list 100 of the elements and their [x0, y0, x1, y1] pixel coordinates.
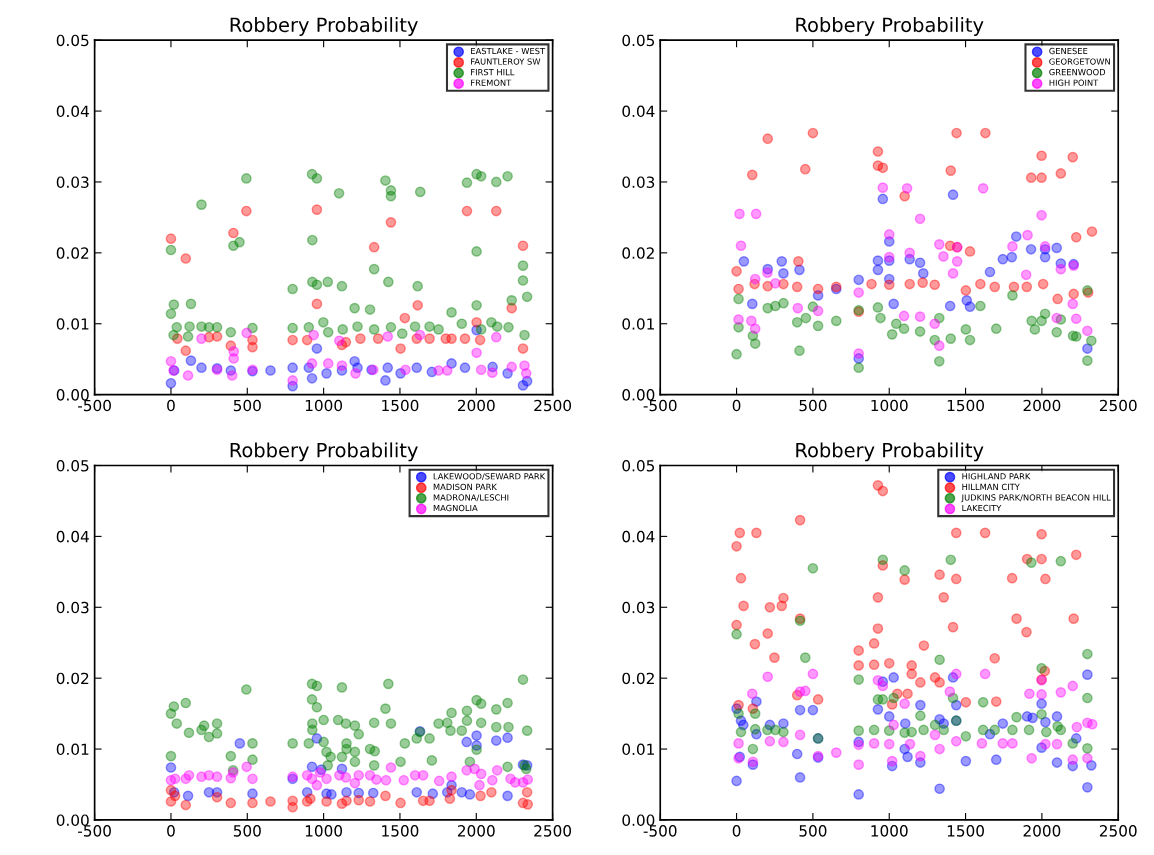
point: [247, 797, 258, 809]
x-tick-label: 500: [233, 399, 261, 412]
y-tick-label: 0.00: [56, 814, 89, 826]
point: [917, 277, 929, 288]
point: [1036, 689, 1047, 700]
legend-label: GREENWOOD: [1049, 68, 1106, 76]
point: [1007, 241, 1018, 252]
legend-label: FREMONT: [471, 79, 512, 86]
point: [950, 527, 962, 539]
point: [934, 677, 945, 688]
point: [400, 364, 411, 376]
point: [945, 165, 957, 176]
point: [964, 301, 976, 313]
point: [1036, 528, 1047, 540]
point: [794, 704, 806, 716]
chart-title: Robbery Probability: [230, 17, 418, 36]
point: [749, 323, 761, 335]
point: [964, 246, 976, 257]
point: [950, 668, 962, 680]
point: [960, 755, 972, 767]
point: [321, 796, 332, 807]
point: [1082, 692, 1093, 704]
point: [341, 795, 352, 807]
point: [1025, 172, 1037, 184]
point: [372, 333, 384, 344]
point: [749, 638, 761, 650]
point: [1070, 231, 1082, 243]
point: [915, 677, 926, 688]
point: [1086, 718, 1098, 730]
chart-title: Robbery Probability: [796, 17, 984, 36]
point: [444, 793, 456, 805]
point: [764, 601, 776, 613]
point: [1051, 711, 1063, 722]
point: [446, 333, 457, 344]
point: [380, 774, 392, 786]
point: [960, 696, 972, 708]
point: [336, 360, 348, 371]
point: [183, 769, 195, 781]
point: [989, 724, 1001, 736]
point: [311, 204, 323, 215]
point: [883, 279, 895, 291]
point: [933, 340, 945, 352]
point: [794, 514, 806, 526]
point: [898, 323, 910, 335]
point: [733, 283, 744, 295]
point: [812, 283, 824, 295]
point: [975, 278, 986, 290]
point: [1040, 738, 1051, 750]
point: [211, 771, 223, 783]
x-tick-label: 0: [732, 399, 741, 412]
point: [475, 768, 487, 780]
x-tick-label: 2500: [1099, 825, 1137, 837]
point: [906, 660, 918, 671]
point: [1037, 278, 1049, 290]
point: [914, 257, 926, 269]
point: [385, 217, 397, 228]
point: [794, 345, 805, 357]
point: [883, 657, 895, 669]
x-tick-label: 1000: [871, 399, 908, 412]
chart-title: Robbery Probability: [230, 442, 418, 462]
point: [749, 273, 761, 285]
point: [899, 718, 911, 729]
point: [731, 619, 742, 631]
point: [517, 240, 529, 252]
point: [914, 213, 926, 225]
x-tick-label: 500: [799, 399, 827, 412]
point: [938, 724, 950, 736]
point: [902, 688, 913, 700]
point: [461, 736, 473, 748]
point: [812, 320, 824, 332]
point: [1021, 281, 1033, 293]
point: [1055, 168, 1067, 179]
point: [853, 789, 865, 800]
point: [792, 302, 804, 314]
point: [433, 775, 445, 787]
y-tick-label: 0.05: [56, 34, 89, 47]
point: [934, 569, 945, 581]
point: [990, 696, 1002, 707]
point: [308, 329, 320, 341]
point: [1082, 669, 1093, 680]
point: [247, 773, 258, 785]
legend-label: HIGHLAND PARK: [962, 473, 1031, 480]
legend-label: MAGNOLIA: [433, 504, 478, 512]
point: [945, 333, 957, 344]
x-tick-label: 0: [167, 399, 175, 412]
y-tick-label: 0.02: [56, 247, 89, 259]
point: [794, 772, 806, 783]
point: [520, 368, 532, 379]
point: [734, 527, 746, 539]
point: [241, 761, 253, 773]
point: [929, 318, 941, 330]
point: [915, 710, 926, 722]
point: [459, 333, 471, 344]
point: [228, 353, 240, 364]
x-tick-label: 2000: [1023, 399, 1061, 412]
point: [1067, 298, 1079, 310]
point: [918, 724, 929, 736]
point: [1007, 738, 1018, 749]
point: [1082, 742, 1093, 754]
point: [506, 361, 518, 373]
